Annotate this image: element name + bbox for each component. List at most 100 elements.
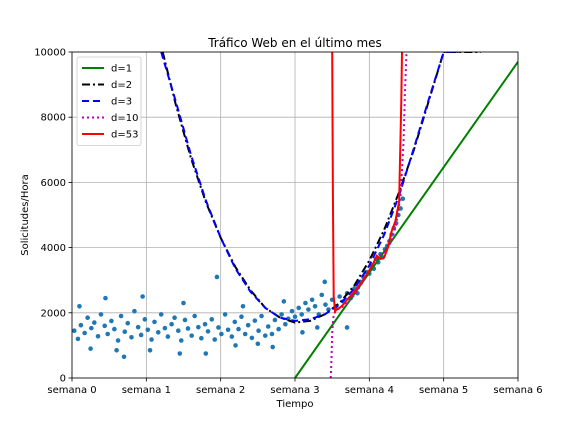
scatter-point-16: [125, 320, 131, 326]
scatter-point-117: [203, 351, 209, 356]
scatter-point-105: [103, 295, 108, 301]
scatter-point-17: [129, 334, 134, 340]
scatter-point-36: [192, 313, 197, 319]
scatter-point-66: [292, 314, 298, 320]
scatter-point-49: [236, 326, 241, 332]
scatter-point-40: [205, 329, 211, 334]
scatter-point-44: [219, 331, 224, 337]
scatter-point-53: [249, 335, 255, 341]
scatter-point-103: [400, 196, 406, 201]
scatter-point-13: [115, 338, 121, 343]
scatter-point-14: [118, 313, 124, 319]
scatter-point-52: [245, 322, 251, 328]
series-line-d-53: [331, 52, 403, 314]
scatter-point-29: [169, 321, 174, 327]
scatter-point-57: [262, 333, 268, 338]
scatter-point-74: [319, 292, 325, 298]
scatter-point-18: [132, 308, 137, 314]
series-line-d-1: [294, 61, 518, 378]
scatter-point-69: [303, 300, 308, 306]
scatter-point-24: [152, 319, 157, 325]
scatter-point-76: [326, 307, 331, 312]
scatter-point-79: [337, 294, 342, 299]
legend-label-3: d=10: [111, 113, 138, 124]
scatter-point-43: [216, 325, 221, 330]
scatter-point-115: [114, 347, 119, 353]
scatter-point-34: [185, 326, 191, 331]
scatter-point-46: [225, 327, 231, 333]
y-axis-label: Solicitudes/Hora: [20, 174, 31, 256]
scatter-point-42: [212, 337, 218, 342]
scatter-point-19: [135, 324, 141, 330]
scatter-point-121: [177, 351, 183, 356]
scatter-point-33: [182, 317, 188, 323]
scatter-point-45: [222, 312, 228, 317]
x-tick-label-5: semana 5: [419, 385, 468, 396]
scatter-point-114: [88, 346, 93, 351]
scatter-point-47: [229, 334, 235, 339]
scatter-point-38: [199, 335, 204, 341]
scatter-point-37: [196, 324, 201, 330]
scatter-point-111: [322, 279, 328, 285]
scatter-point-1: [75, 336, 81, 342]
scatter-point-113: [315, 325, 320, 330]
scatter-point-4: [85, 315, 90, 320]
scatter-point-70: [306, 307, 311, 312]
scatter-point-54: [252, 318, 258, 323]
scatter-point-35: [189, 333, 194, 338]
legend-box: [76, 56, 142, 146]
scatter-point-22: [145, 327, 151, 333]
legend-label-1: d=2: [111, 80, 132, 91]
legend: d=1 d=2 d=3 d=10 d=53: [76, 56, 142, 146]
scatter-point-112: [344, 325, 350, 330]
scatter-point-122: [233, 343, 238, 348]
scatter-point-118: [255, 341, 261, 347]
x-tick-label-0: semana 0: [47, 385, 96, 396]
y-tick-label-3: 6000: [41, 178, 66, 189]
scatter-point-67: [296, 305, 302, 311]
scatter-point-63: [283, 321, 288, 327]
scatter-point-60: [272, 317, 278, 323]
scatter-point-123: [300, 330, 305, 335]
scatter-point-27: [162, 325, 168, 331]
scatter-point-21: [142, 317, 148, 322]
scatter-point-25: [155, 330, 161, 335]
scatter-point-32: [178, 338, 184, 343]
scatter-point-6: [92, 320, 97, 325]
legend-label-4: d=53: [111, 130, 138, 141]
scatter-point-61: [276, 326, 281, 332]
chart-title: Tráfico Web en el último mes: [207, 36, 382, 50]
scatter-point-109: [240, 303, 246, 309]
y-tick-label-5: 10000: [34, 48, 66, 59]
scatter-point-10: [105, 331, 110, 337]
scatter-point-119: [270, 344, 276, 350]
scatter-point-2: [78, 322, 84, 328]
x-tick-label-2: semana 2: [196, 385, 245, 396]
y-tick-label-4: 8000: [41, 113, 66, 124]
scatter-point-62: [279, 312, 284, 317]
scatter-point-3: [82, 330, 87, 336]
x-axis-label: Tiempo: [276, 399, 314, 410]
scatter-point-5: [89, 325, 94, 331]
scatter-point-71: [309, 297, 315, 303]
scatter-point-0: [72, 328, 77, 334]
scatter-point-41: [209, 317, 215, 322]
scatter-point-107: [181, 300, 186, 306]
y-tick-label-2: 4000: [41, 243, 66, 254]
scatter-point-75: [323, 302, 328, 307]
scatter-point-106: [140, 294, 145, 299]
scatter-point-7: [95, 333, 101, 339]
scatter-point-108: [214, 274, 220, 280]
scatter-point-12: [112, 326, 117, 332]
y-axis-ticks: 0 2000 4000 6000 8000 10000: [34, 48, 72, 385]
x-tick-label-6: semana 6: [493, 385, 542, 396]
scatter-point-28: [165, 334, 171, 339]
x-tick-label-1: semana 1: [122, 385, 171, 396]
scatter-point-59: [269, 331, 275, 337]
scatter-point-15: [122, 329, 128, 335]
legend-label-2: d=3: [111, 97, 132, 108]
scatter-point-39: [202, 321, 208, 327]
y-tick-label-0: 0: [60, 374, 66, 385]
scatter-point-26: [158, 312, 164, 317]
